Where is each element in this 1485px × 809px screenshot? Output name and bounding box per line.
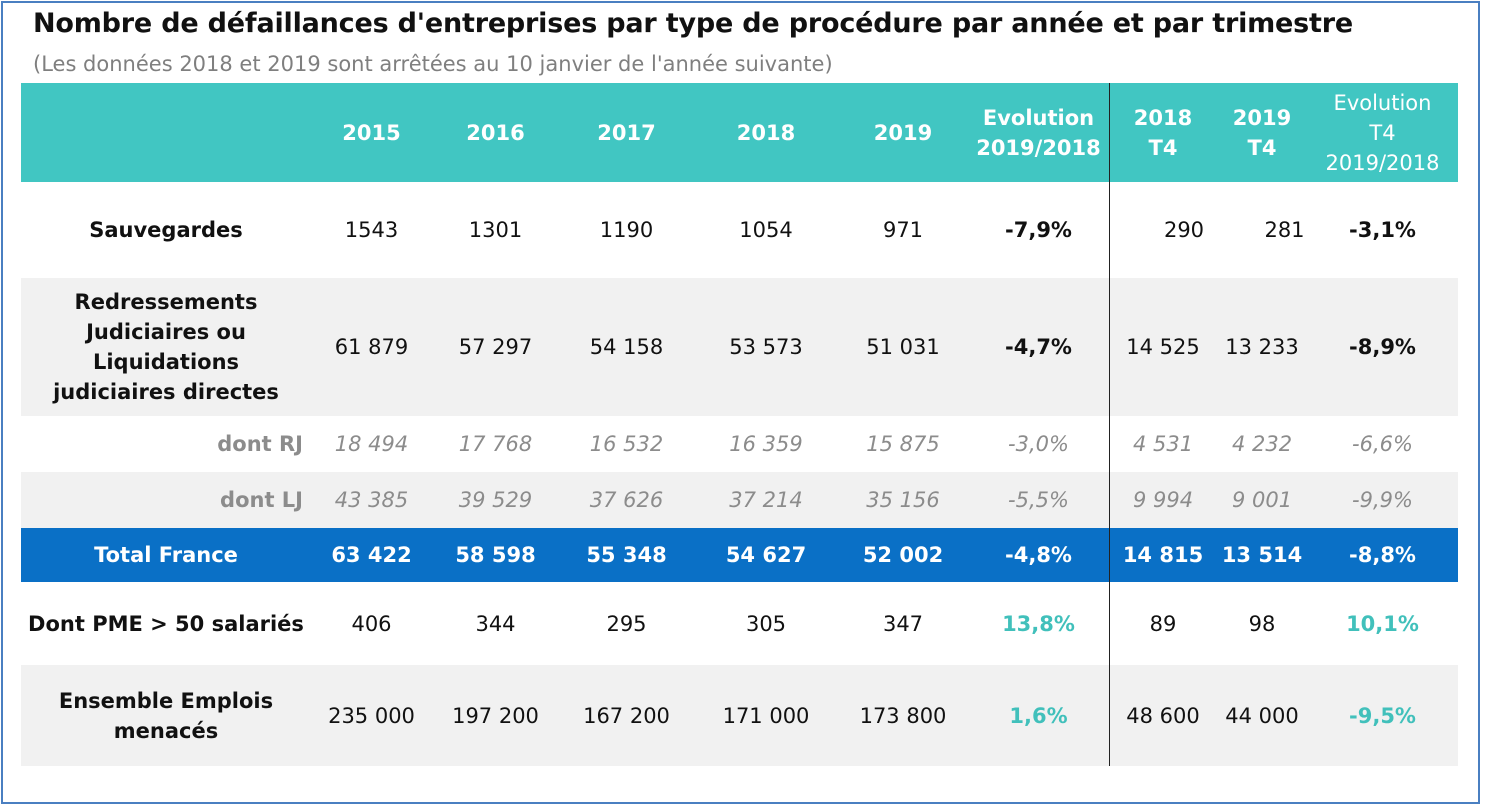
table-cell: 13 233 (1225, 335, 1299, 359)
header-evolution-t4-text: Evolution T4 2019/2018 (1325, 90, 1440, 175)
header-cell-2019-t4: 2019 T4 (1232, 105, 1292, 160)
table-cell: -3,0% (1008, 432, 1069, 456)
row-label: dont LJ (220, 488, 303, 512)
table-cell: 197 200 (452, 703, 539, 728)
table-cell: 13 514 (1221, 543, 1303, 567)
table-cell: 55 348 (586, 543, 667, 567)
table-cell: 16 532 (589, 432, 664, 456)
page-title: Nombre de défaillances d'entreprises par… (33, 8, 1353, 39)
header-cell-evolution: Evolution 2019/2018 (976, 105, 1101, 160)
header-cell-2016: 2016 (466, 120, 525, 145)
table-cell: 4 531 (1132, 432, 1194, 456)
header-cell-empty (21, 83, 311, 182)
table-cell: 10,1% (1346, 611, 1419, 636)
table-cell: 295 (606, 611, 647, 636)
table-cell: 63 422 (331, 543, 412, 567)
table-header-row: 2015 2016 2017 2018 2019 Evolution 2019/… (21, 83, 1458, 182)
table-cell: 14 525 (1126, 335, 1200, 359)
header-cell-2018: 2018 (736, 120, 796, 145)
header-cell-2017: 2017 (597, 120, 656, 145)
table-cell: 57 297 (458, 335, 533, 359)
table-cell: 1054 (739, 218, 793, 242)
table-cell: -9,9% (1352, 488, 1413, 512)
table-cell: 18 494 (334, 432, 409, 456)
table-cell: 54 158 (589, 335, 664, 359)
table-cell: 344 (475, 611, 516, 636)
table-cell: 61 879 (334, 335, 409, 359)
table-cell: 58 598 (455, 543, 536, 567)
table-cell: 43 385 (334, 488, 409, 512)
table-cell: 281 (1264, 218, 1305, 242)
table-cell: 15 875 (866, 432, 940, 456)
table-cell: -8,9% (1349, 335, 1416, 359)
table-row: Dont PME > 50 salariés 406 344 295 305 3… (21, 582, 1458, 665)
row-label: Ensemble Emplois menacés (58, 688, 274, 743)
table-cell: 17 768 (458, 432, 533, 456)
table-cell: 9 001 (1231, 488, 1293, 512)
table-cell: 305 (745, 611, 787, 636)
table-cell: 4 232 (1231, 432, 1293, 456)
table-cell: 235 000 (328, 703, 415, 728)
table-row: dont RJ 18 494 17 768 16 532 16 359 15 8… (21, 416, 1458, 472)
table-cell: 98 (1248, 611, 1276, 636)
row-label: Sauvegardes (89, 218, 243, 242)
header-cell-evolution-t4: Evolution T4 2019/2018 (1307, 83, 1458, 182)
table-cell: 171 000 (722, 703, 810, 728)
table-cell: -6,6% (1352, 432, 1413, 456)
table-cell: -9,5% (1349, 703, 1416, 728)
table-cell: -4,7% (1005, 335, 1072, 359)
table-cell: 1,6% (1009, 703, 1068, 728)
table-cell: 39 529 (458, 488, 533, 512)
table-cell: 54 627 (725, 543, 807, 567)
table-cell: 14 815 (1122, 543, 1204, 567)
table-cell: 37 214 (729, 488, 803, 512)
table-cell: 48 600 (1126, 703, 1200, 728)
table-cell: -3,1% (1349, 218, 1416, 242)
table-row: Sauvegardes 1543 1301 1190 1054 971 -7,9… (21, 182, 1458, 278)
table-cell: -8,8% (1349, 543, 1416, 567)
row-label: Dont PME > 50 salariés (28, 611, 304, 636)
table-cell: 971 (882, 218, 924, 242)
table-cell: 167 200 (583, 703, 670, 728)
table-cell: 53 573 (729, 335, 803, 359)
row-label: Redressements Judiciaires ou Liquidation… (53, 290, 279, 404)
table-row: Ensemble Emplois menacés 235 000 197 200… (21, 665, 1458, 766)
table-cell: 347 (882, 611, 924, 636)
table-cell: 173 800 (859, 703, 947, 728)
table-cell: 51 031 (866, 335, 940, 359)
header-cell-2015: 2015 (342, 120, 401, 145)
table-cell: 44 000 (1225, 703, 1299, 728)
row-label: dont RJ (217, 432, 303, 456)
table-cell: 13,8% (1002, 611, 1075, 636)
table-cell: 1301 (468, 218, 523, 242)
table-cell: 35 156 (866, 488, 940, 512)
table-row: Redressements Judiciaires ou Liquidation… (21, 278, 1458, 416)
table-cell: 16 359 (729, 432, 803, 456)
table-row: dont LJ 43 385 39 529 37 626 37 214 35 1… (21, 472, 1458, 528)
table-cell: -5,5% (1008, 488, 1069, 512)
table-cell: 1190 (599, 218, 654, 242)
table-cell: -4,8% (1005, 543, 1072, 567)
table-cell: 290 (1163, 218, 1205, 242)
header-cell-2018-t4: 2018 T4 (1133, 105, 1193, 160)
table-cell: 37 626 (589, 488, 664, 512)
table-cell: 9 994 (1132, 488, 1194, 512)
table-row-total: Total France 63 422 58 598 55 348 54 627… (21, 528, 1458, 582)
table-cell: 52 002 (862, 543, 944, 567)
row-label: Total France (94, 543, 238, 567)
table-cell: -7,9% (1005, 218, 1072, 242)
page-subtitle: (Les données 2018 et 2019 sont arrêtées … (33, 52, 833, 76)
header-cell-2019: 2019 (873, 120, 933, 145)
quarter-divider-line (1109, 83, 1110, 766)
table-cell: 1543 (344, 218, 399, 242)
table-cell: 89 (1149, 611, 1177, 636)
table-cell: 406 (351, 611, 392, 636)
